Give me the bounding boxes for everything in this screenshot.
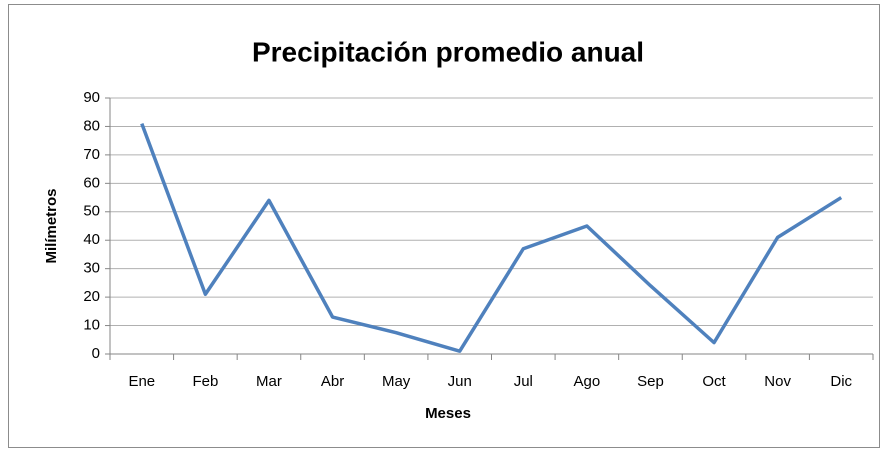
- chart-title: Precipitación promedio anual: [252, 36, 644, 67]
- x-tick-label: Jun: [448, 373, 472, 390]
- x-tick-label: May: [382, 373, 411, 390]
- y-tick-label: 50: [83, 203, 100, 220]
- y-tick-label: 20: [83, 288, 100, 305]
- y-tick-label: 60: [83, 174, 100, 191]
- x-tick-label: Mar: [256, 373, 282, 390]
- x-tick-label: Dic: [830, 373, 852, 390]
- y-tick-label: 70: [83, 146, 100, 163]
- y-tick-label: 10: [83, 317, 100, 334]
- x-tick-label: Oct: [702, 373, 726, 390]
- y-tick-label: 80: [83, 117, 100, 134]
- y-tick-label: 0: [92, 345, 100, 362]
- x-tick-label: Nov: [764, 373, 791, 390]
- x-axis-label: Meses: [425, 405, 471, 422]
- y-axis-label: Milímetros: [43, 188, 60, 263]
- x-tick-label: Sep: [637, 373, 664, 390]
- y-tick-label: 90: [83, 89, 100, 106]
- x-tick-label: Jul: [514, 373, 533, 390]
- x-tick-label: Ene: [128, 373, 155, 390]
- y-tick-label: 30: [83, 260, 100, 277]
- x-tick-label: Abr: [321, 373, 344, 390]
- line-series: [140, 122, 843, 353]
- x-tick-label: Ago: [574, 373, 601, 390]
- x-tick-label: Feb: [192, 373, 218, 390]
- y-tick-label: 40: [83, 231, 100, 248]
- chart-border: [8, 4, 880, 448]
